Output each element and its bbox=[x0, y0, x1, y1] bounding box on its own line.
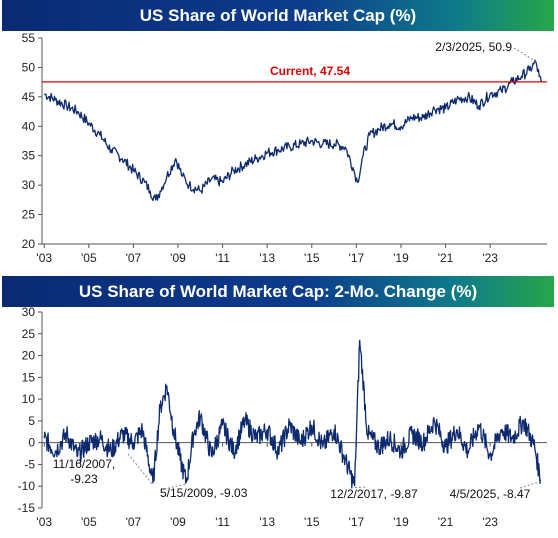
change-annotation-label: 12/2/2017, -9.87 bbox=[330, 487, 418, 501]
share-y-tick-label: 30 bbox=[22, 178, 36, 192]
share-x-tick-label: '09 bbox=[170, 251, 186, 265]
change-annotation-leader bbox=[519, 481, 541, 489]
share-y-tick-label: 50 bbox=[22, 60, 36, 74]
change-x-tick-label: '05 bbox=[81, 515, 97, 529]
change-x-tick-label: '23 bbox=[482, 515, 498, 529]
change-annotation-leader bbox=[354, 486, 366, 489]
change-annotation-leader bbox=[159, 483, 187, 491]
change-x-tick-label: '15 bbox=[304, 515, 320, 529]
share-x-tick-label: '13 bbox=[259, 251, 275, 265]
share-x-tick-label: '07 bbox=[126, 251, 142, 265]
change-y-tick-label: 15 bbox=[22, 370, 36, 384]
change-y-tick-label: 5 bbox=[28, 414, 35, 428]
two-month-change-panel: US Share of World Market Cap: 2-Mo. Chan… bbox=[0, 276, 558, 538]
current-reference-label: Current, 47.54 bbox=[270, 64, 350, 78]
change-y-tick-label: -10 bbox=[18, 479, 36, 493]
share-x-tick-label: '03 bbox=[36, 251, 52, 265]
share-x-tick-label: '17 bbox=[349, 251, 365, 265]
share-x-tick-label: '19 bbox=[393, 251, 409, 265]
change-y-tick-label: 10 bbox=[22, 392, 36, 406]
share-y-tick-label: 20 bbox=[22, 237, 36, 251]
share-x-tick-label: '23 bbox=[482, 251, 498, 265]
share-x-tick-label: '21 bbox=[438, 251, 454, 265]
share-x-tick-label: '15 bbox=[304, 251, 320, 265]
change-y-tick-label: -5 bbox=[24, 457, 35, 471]
peak-annotation-leader bbox=[513, 47, 537, 62]
change-x-tick-label: '17 bbox=[349, 515, 365, 529]
two-month-change-chart: -15 -10 -5 0 5 10 15 20 25 30 '03 '05 '07 '09 '11 '13 '1… bbox=[18, 305, 547, 529]
change-y-tick-label: -15 bbox=[18, 501, 36, 515]
change-x-tick-label: '13 bbox=[259, 515, 275, 529]
share-y-tick-label: 40 bbox=[22, 119, 36, 133]
change-annotation-leader bbox=[127, 453, 154, 486]
change-annotation-label: 5/15/2009, -9.03 bbox=[160, 486, 248, 500]
share-y-tick-label: 55 bbox=[22, 31, 36, 45]
change-annotation-label: -9.23 bbox=[70, 472, 98, 486]
change-annotation-label: 11/16/2007, bbox=[53, 457, 116, 471]
share-series-line bbox=[43, 59, 543, 202]
market-cap-share-chart: 20 25 30 35 40 45 50 55 '03 '05 '07 '09 '11 '13 '15 '17… bbox=[22, 31, 547, 265]
change-x-tick-label: '11 bbox=[215, 515, 230, 529]
change-y-tick-label: 30 bbox=[22, 305, 36, 319]
share-y-tick-label: 25 bbox=[22, 208, 36, 222]
change-y-tick-label: 20 bbox=[22, 349, 36, 363]
share-x-tick-label: '05 bbox=[81, 251, 97, 265]
two-month-change-chart-title: US Share of World Market Cap: 2-Mo. Chan… bbox=[2, 276, 554, 307]
share-x-tick-label: '11 bbox=[215, 251, 230, 265]
market-cap-share-chart-title: US Share of World Market Cap (%) bbox=[2, 0, 554, 31]
change-x-tick-label: '07 bbox=[126, 515, 142, 529]
change-x-tick-label: '09 bbox=[170, 515, 186, 529]
change-annotation-label: 4/5/2025, -8.47 bbox=[450, 487, 531, 501]
change-y-tick-label: 0 bbox=[28, 436, 35, 450]
change-y-tick-label: 25 bbox=[22, 327, 36, 341]
change-x-tick-label: '03 bbox=[36, 515, 52, 529]
peak-annotation-label: 2/3/2025, 50.9 bbox=[435, 40, 512, 54]
market-cap-share-panel: US Share of World Market Cap (%) 20 25 30 3… bbox=[2, 0, 554, 265]
change-x-tick-label: '19 bbox=[393, 515, 409, 529]
share-y-tick-label: 45 bbox=[22, 90, 36, 104]
change-x-tick-label: '21 bbox=[438, 515, 454, 529]
change-series-line bbox=[43, 339, 542, 489]
share-y-tick-label: 35 bbox=[22, 149, 36, 163]
